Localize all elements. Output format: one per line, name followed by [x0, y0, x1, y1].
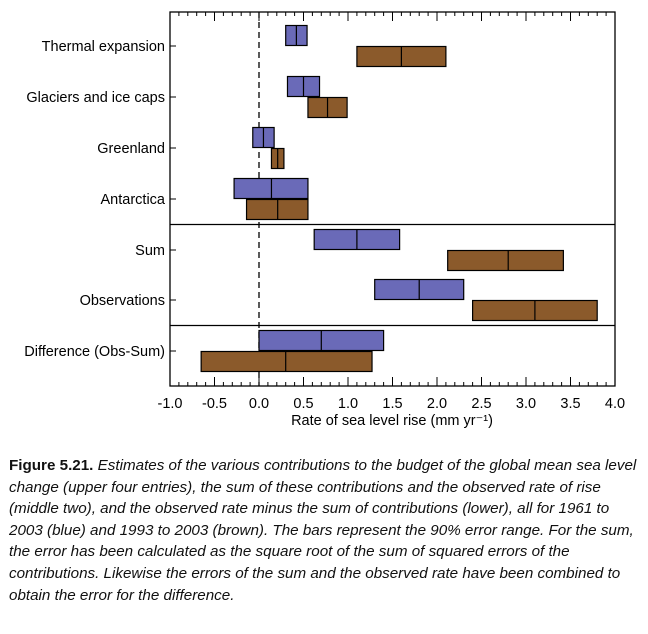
x-tick-label: 0.5: [293, 396, 313, 412]
x-tick-label: 1.0: [338, 396, 358, 412]
bar-sum-brown: [447, 249, 564, 272]
x-tick-label: 2.5: [471, 396, 491, 412]
caption-label: Figure 5.21.: [9, 457, 94, 474]
category-label-sum: Sum: [135, 243, 165, 259]
category-label-glaciers-and-ice-caps: Glaciers and ice caps: [26, 90, 165, 106]
x-tick-label: 0.0: [249, 396, 269, 412]
category-label-observations: Observations: [80, 293, 165, 309]
x-tick-label: 2.0: [427, 396, 447, 412]
x-tick-label: -1.0: [158, 396, 183, 412]
x-tick-label: 3.0: [516, 396, 536, 412]
x-tick-label: 4.0: [605, 396, 625, 412]
category-label-greenland: Greenland: [97, 141, 165, 157]
category-label-antarctica: Antarctica: [101, 192, 166, 208]
x-tick-label: -0.5: [202, 396, 227, 412]
category-label-thermal-expansion: Thermal expansion: [42, 39, 165, 55]
caption-text: Estimates of the various contributions t…: [9, 457, 637, 604]
bar-difference-obs-sum-brown: [200, 350, 373, 373]
x-axis-title: Rate of sea level rise (mm yr⁻¹): [291, 413, 493, 429]
x-tick-label: 1.5: [382, 396, 402, 412]
x-tick-label: 3.5: [560, 396, 580, 412]
category-label-difference-obs-sum: Difference (Obs-Sum): [24, 344, 165, 360]
figure-caption: Figure 5.21. Estimates of the various co…: [9, 455, 637, 606]
sea-level-budget-chart: -1.0 -0.5 0.0 0.5 1.0 1.5 2.0 2.5 3.0 3.5 4.0 Ther…: [24, 11, 625, 429]
